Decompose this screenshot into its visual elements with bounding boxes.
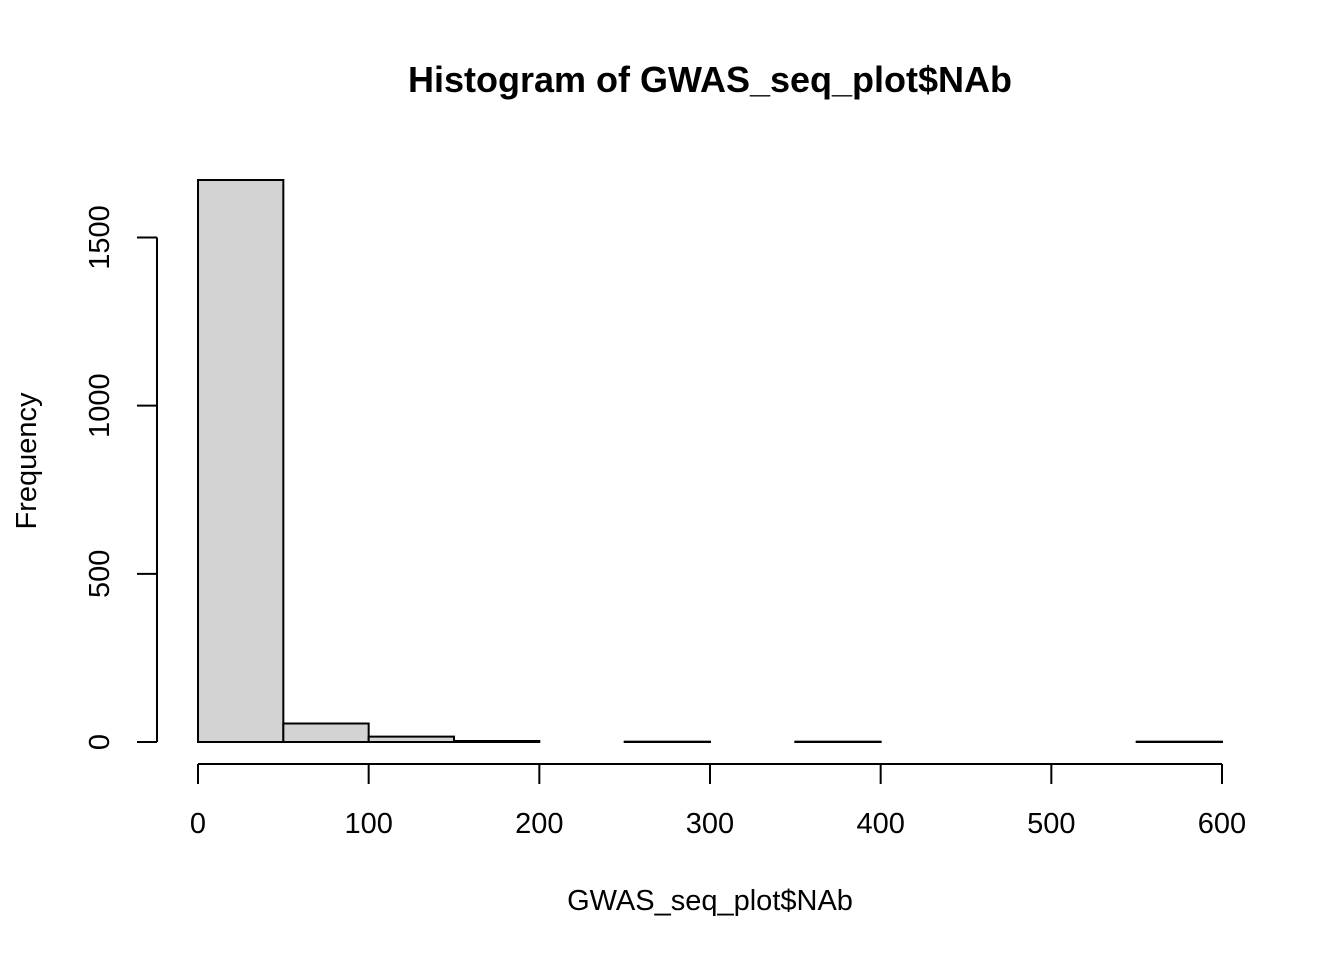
x-tick-label-500: 500: [1027, 808, 1075, 840]
x-tick-label-100: 100: [344, 808, 392, 840]
y-tick-label-0: 0: [84, 734, 116, 750]
x-tick-label-0: 0: [190, 808, 206, 840]
x-tick-label-300: 300: [686, 808, 734, 840]
histogram-bar-2: [367, 735, 455, 743]
y-axis: 0 500 1000 1500: [84, 205, 158, 750]
x-tick-label-200: 200: [515, 808, 563, 840]
y-axis-label: Frequency: [11, 392, 43, 530]
histogram-bar-1: [282, 722, 370, 743]
x-tick-label-400: 400: [856, 808, 904, 840]
chart-title: Histogram of GWAS_seq_plot$NAb: [408, 59, 1012, 100]
y-tick-label-1000: 1000: [84, 373, 116, 438]
histogram-bars: [197, 179, 1223, 744]
x-tick-label-600: 600: [1198, 808, 1246, 840]
y-tick-label-500: 500: [84, 550, 116, 598]
histogram-bar-3: [453, 739, 541, 744]
histogram-bar-0: [197, 179, 285, 743]
y-tick-label-1500: 1500: [84, 205, 116, 270]
x-axis: 0 100 200 300 400 500 600: [190, 763, 1246, 840]
x-axis-label: GWAS_seq_plot$NAb: [567, 885, 853, 917]
